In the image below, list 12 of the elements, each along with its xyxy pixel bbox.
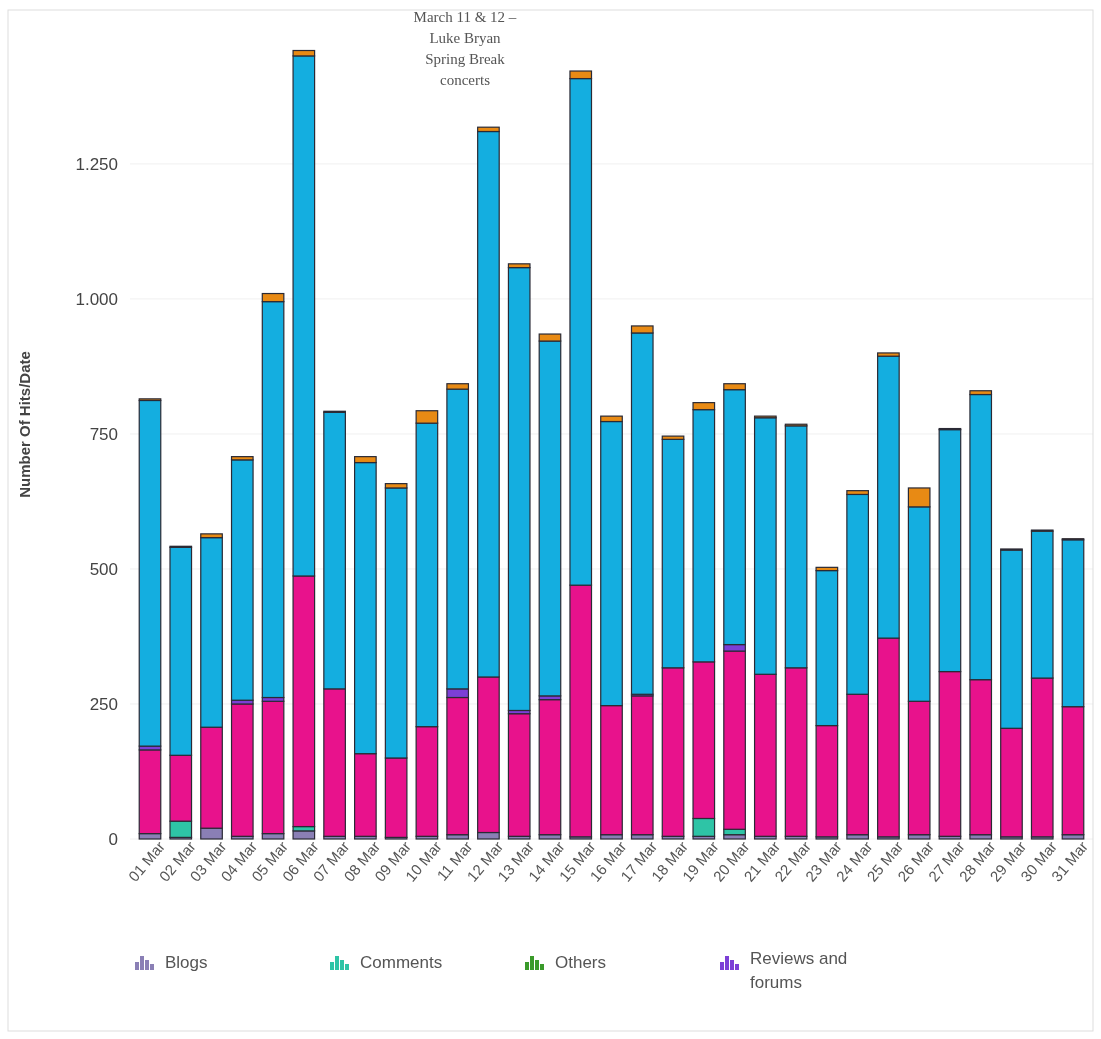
- y-tick-label: 250: [89, 694, 118, 714]
- annotation: March 11 & 12 – Luke Bryan Spring Break concerts: [413, 9, 517, 88]
- legend-label: Others: [555, 953, 607, 972]
- y-tick-label: 500: [89, 559, 118, 579]
- y-axis-title: Number Of Hits/Date: [16, 351, 33, 498]
- legend-label: Reviews and forums: [750, 949, 848, 992]
- y-tick-label: 1.250: [75, 154, 118, 174]
- y-tick-label: 0: [108, 829, 118, 849]
- legend-label: Blogs: [165, 953, 208, 972]
- y-tick-label: 750: [89, 424, 118, 444]
- y-tick-label: 1.000: [75, 289, 118, 309]
- legend-label: Comments: [360, 953, 443, 972]
